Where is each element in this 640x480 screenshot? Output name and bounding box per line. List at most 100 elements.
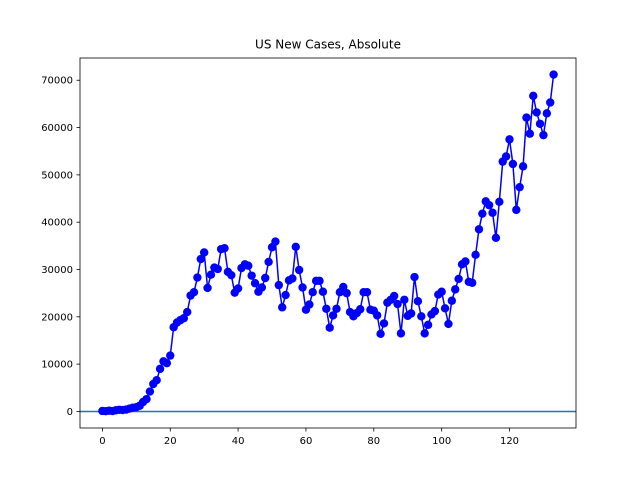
data-point <box>261 273 270 283</box>
data-point <box>423 320 433 330</box>
data-point <box>220 244 229 253</box>
data-point <box>291 242 300 251</box>
data-point <box>542 109 552 118</box>
data-point <box>389 291 399 301</box>
y-tick-label: 50000 <box>41 170 73 181</box>
data-point <box>278 303 287 312</box>
data-point <box>322 304 331 313</box>
data-point <box>420 329 429 338</box>
data-point <box>539 130 548 140</box>
data-point <box>454 274 463 284</box>
data-point <box>206 270 216 279</box>
plot-area <box>80 70 576 416</box>
y-tick-label: 30000 <box>41 265 73 276</box>
data-point <box>478 209 487 218</box>
plot-frame <box>79 57 577 429</box>
data-point <box>529 91 538 101</box>
data-point <box>152 376 161 385</box>
data-point <box>512 205 521 215</box>
data-point <box>471 250 480 260</box>
data-point <box>488 208 497 217</box>
data-point <box>495 197 504 207</box>
data-point <box>356 305 365 314</box>
data-point <box>376 329 385 339</box>
data-point <box>179 314 189 323</box>
data-point <box>372 311 382 320</box>
data-point <box>196 254 205 264</box>
data-point <box>525 129 535 138</box>
data-point <box>162 358 172 368</box>
data-point <box>535 119 545 128</box>
data-point <box>474 225 484 234</box>
x-tick-label: 60 <box>300 436 313 447</box>
data-point <box>288 274 297 283</box>
data-point <box>155 364 165 374</box>
data-point <box>417 312 426 321</box>
data-point <box>410 272 419 282</box>
x-tick-label: 40 <box>232 436 245 447</box>
data-point <box>522 113 531 122</box>
y-tick-label: 20000 <box>41 312 73 323</box>
data-point <box>549 70 558 79</box>
x-tick-label: 20 <box>164 436 177 447</box>
x-tick-label: 0 <box>99 436 105 447</box>
data-point <box>189 288 199 297</box>
data-point <box>362 288 372 297</box>
data-point <box>505 135 514 144</box>
data-point <box>183 307 192 317</box>
x-tick-label: 120 <box>500 436 519 447</box>
data-point <box>515 182 524 192</box>
data-point <box>264 257 273 267</box>
data-point <box>213 264 222 274</box>
x-tick-label: 80 <box>367 436 380 447</box>
data-point <box>166 351 175 360</box>
data-point <box>546 98 555 107</box>
data-point <box>396 329 406 338</box>
data-point <box>203 283 212 293</box>
data-point <box>233 284 243 293</box>
data-point <box>257 283 267 292</box>
data-point <box>491 233 501 242</box>
x-tick-label: 100 <box>432 436 451 447</box>
y-tick-label: 70000 <box>41 76 73 87</box>
data-point <box>274 280 284 290</box>
data-point <box>227 270 236 280</box>
data-point <box>318 287 328 296</box>
x-axis: 0 20 40 60 80 100 120 <box>99 428 519 447</box>
data-point <box>440 304 450 313</box>
data-point <box>444 319 453 329</box>
data-point <box>451 285 460 294</box>
data-point <box>199 248 209 257</box>
y-tick-label: 60000 <box>41 123 73 134</box>
data-point <box>379 319 389 328</box>
data-point <box>461 257 470 266</box>
data-point <box>142 394 151 404</box>
data-point <box>315 276 324 286</box>
data-point <box>145 387 155 396</box>
data-point <box>250 279 260 288</box>
data-point <box>298 283 307 292</box>
data-point <box>400 295 409 304</box>
data-point <box>281 290 290 300</box>
data-point <box>244 261 253 270</box>
data-point <box>325 323 334 332</box>
data-point <box>447 296 457 305</box>
data-point <box>413 297 423 306</box>
data-point <box>393 299 402 309</box>
data-point <box>406 309 416 318</box>
data-point <box>518 162 528 171</box>
data-point <box>193 273 202 282</box>
data-point <box>308 288 317 297</box>
data-point <box>271 237 280 246</box>
data-point <box>305 300 314 309</box>
y-tick-label: 0 <box>67 407 73 418</box>
y-tick-label: 40000 <box>41 218 73 229</box>
data-point <box>532 108 541 117</box>
data-point <box>342 288 351 298</box>
data-point <box>328 311 338 320</box>
data-point <box>294 265 304 275</box>
data-point <box>430 306 440 316</box>
data-point <box>437 287 446 296</box>
data-point <box>467 278 477 287</box>
